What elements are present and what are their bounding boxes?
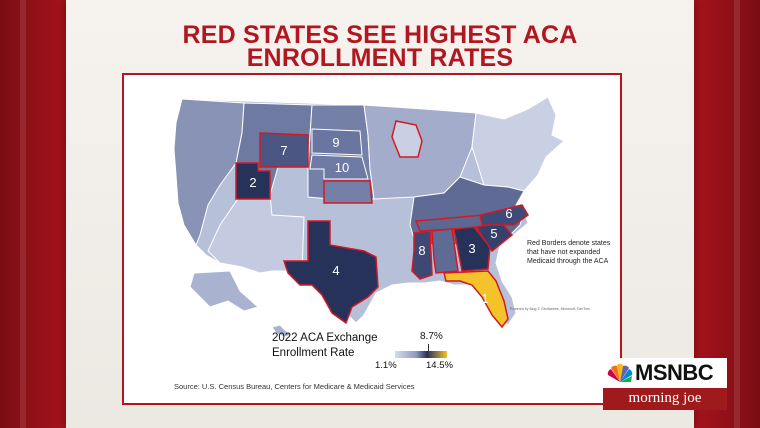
state-kansas (323, 180, 373, 204)
rank-label-tx: 4 (332, 263, 339, 278)
graphic-panel: RED STATES SEE HIGHEST ACA ENROLLMENT RA… (66, 0, 694, 428)
legend-title-line-1: 2022 ACA Exchange (272, 332, 378, 344)
state-hawaii (271, 324, 294, 338)
headline-line-1: RED STATES SEE HIGHEST ACA (182, 21, 578, 49)
red-border-note: Red Borders denote states that have not … (527, 240, 611, 265)
state-alaska (189, 270, 260, 312)
rank-label-fl: 1 (481, 291, 488, 306)
rank-labels: 1 2 3 4 56 7 8 9 10 (249, 135, 512, 306)
headline-line-2: ENROLLMENT RATES (246, 44, 514, 72)
state-south-dakota (311, 128, 363, 156)
rank-label-ut: 2 (249, 175, 256, 190)
state-georgia (453, 226, 491, 272)
legend-min-value: 1.1% (375, 360, 397, 371)
show-name: morning joe (603, 388, 727, 410)
rank-label-ne: 10 (335, 160, 349, 175)
legend-max-value: 14.5% (426, 360, 453, 371)
state-alabama (431, 228, 459, 274)
network-logo: MSNBC morning joe (603, 358, 727, 410)
northeast-region (471, 96, 565, 192)
state-nebraska (309, 154, 369, 180)
map-card: 1 2 3 4 5 6 7 8 9 10 Red Borders denote states th… (122, 73, 622, 405)
headline: RED STATES SEE HIGHEST ACA ENROLLMENT RA… (66, 21, 694, 72)
background-stripe-left (20, 0, 26, 428)
legend-mid-tick (428, 344, 429, 351)
state-texas (282, 220, 379, 325)
msnbc-logo: MSNBC (603, 358, 727, 388)
rank-label-wy: 7 (280, 143, 287, 158)
background-stripe-right (734, 0, 740, 428)
state-mississippi (411, 230, 433, 280)
rank-label-sc: 5 (490, 226, 497, 241)
network-name: MSNBC (635, 360, 714, 385)
state-north-carolina (479, 204, 529, 226)
state-wyoming (259, 132, 309, 168)
us-map: 1 2 3 4 56 7 8 9 10 (173, 96, 565, 338)
legend-title: 2022 ACA Exchange Enrollment Rate (272, 331, 378, 361)
rank-label-ms: 8 (418, 243, 425, 258)
rank-label-sd: 9 (332, 135, 339, 150)
legend-title-line-2: Enrollment Rate (272, 347, 355, 359)
legend-mid-value: 8.7% (420, 331, 443, 342)
state-florida (443, 270, 509, 329)
map-credit: Powered by Bing © GeoNames, Microsoft, T… (510, 307, 590, 311)
southwest-region (207, 192, 305, 274)
source-note: Source: U.S. Census Bureau, Centers for … (174, 382, 415, 391)
peacock-icon (607, 364, 633, 382)
rank-label-nc: 6 (505, 206, 512, 221)
state-wisconsin (391, 120, 423, 158)
rank-label-ga: 3 (468, 241, 475, 256)
legend-color-scale (395, 351, 447, 358)
state-utah (235, 162, 271, 200)
